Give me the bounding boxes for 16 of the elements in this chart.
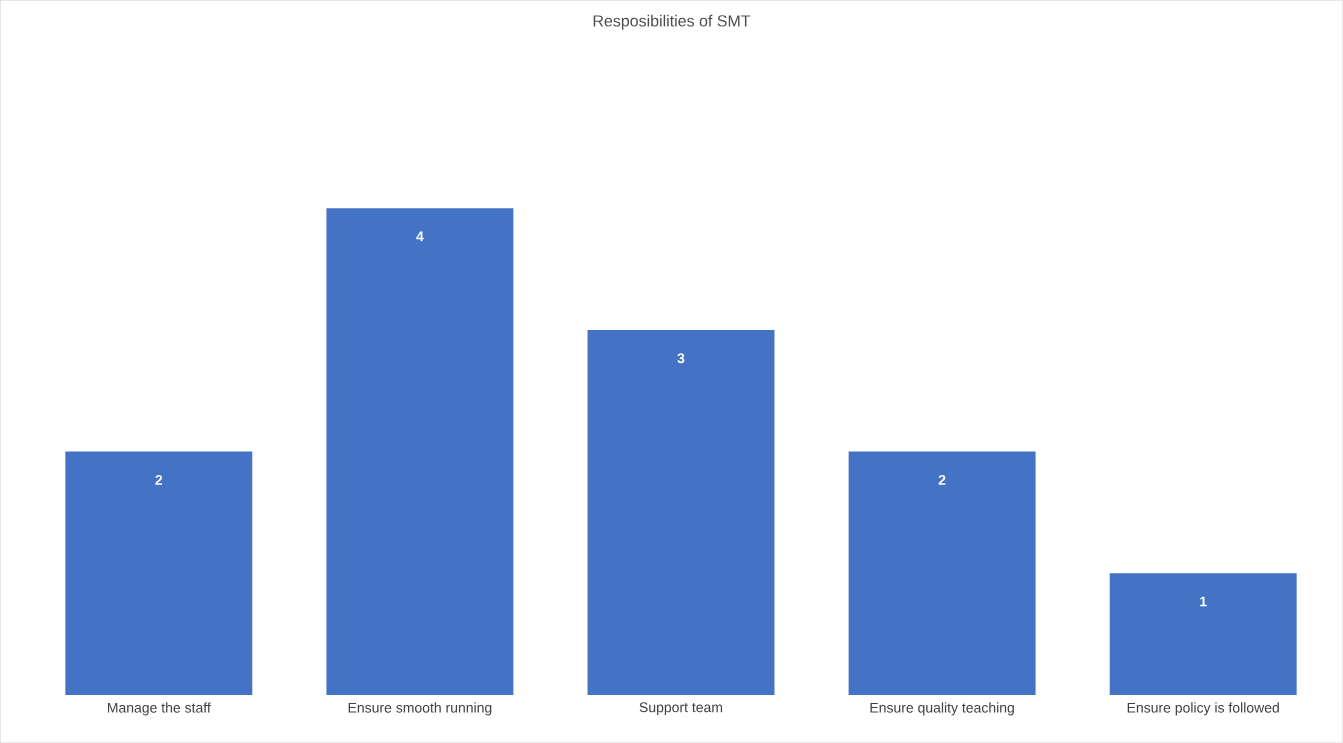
bar <box>326 208 514 695</box>
x-tick-label: Ensure policy is followed <box>1127 702 1279 716</box>
x-tick-label: Ensure quality teaching <box>870 702 1014 716</box>
x-tick-label: Support team <box>639 702 723 715</box>
data-label: 2 <box>155 474 163 485</box>
data-label: 2 <box>938 474 946 485</box>
bar <box>1109 573 1297 695</box>
data-label: 1 <box>1200 596 1207 607</box>
bar <box>587 329 775 695</box>
bar <box>65 451 253 695</box>
chart-title: Resposibilities of SMT <box>593 14 751 30</box>
x-tick-label: Ensure smooth running <box>348 702 492 716</box>
data-label: 3 <box>677 353 685 364</box>
bar <box>848 451 1036 695</box>
data-label: 4 <box>416 231 424 242</box>
x-tick-label: Manage the staff <box>107 702 211 716</box>
